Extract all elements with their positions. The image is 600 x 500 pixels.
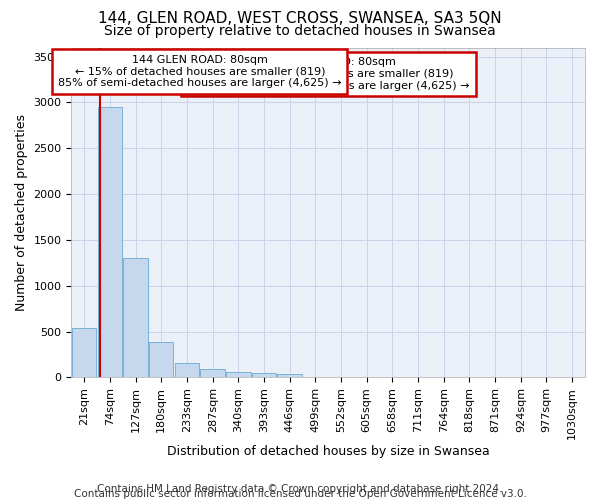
Y-axis label: Number of detached properties: Number of detached properties	[15, 114, 28, 311]
Text: 144, GLEN ROAD, WEST CROSS, SWANSEA, SA3 5QN: 144, GLEN ROAD, WEST CROSS, SWANSEA, SA3…	[98, 11, 502, 26]
Bar	[226, 372, 251, 378]
Bar	[200, 369, 225, 378]
Text: Contains public sector information licensed under the Open Government Licence v3: Contains public sector information licen…	[74, 489, 526, 499]
Text: Size of property relative to detached houses in Swansea: Size of property relative to detached ho…	[104, 24, 496, 38]
Text: 144 GLEN ROAD: 80sqm
← 15% of detached houses are smaller (819)
85% of semi-deta: 144 GLEN ROAD: 80sqm ← 15% of detached h…	[58, 55, 341, 88]
Bar	[149, 342, 173, 378]
Text: Contains HM Land Registry data © Crown copyright and database right 2024.: Contains HM Land Registry data © Crown c…	[97, 484, 503, 494]
X-axis label: Distribution of detached houses by size in Swansea: Distribution of detached houses by size …	[167, 444, 490, 458]
Bar	[252, 373, 276, 378]
Bar	[72, 328, 97, 378]
Bar	[124, 258, 148, 378]
Bar	[175, 363, 199, 378]
Bar	[277, 374, 302, 378]
Text: 144 GLEN ROAD: 80sqm
← 15% of detached houses are smaller (819)
85% of semi-deta: 144 GLEN ROAD: 80sqm ← 15% of detached h…	[187, 58, 470, 90]
Bar	[98, 107, 122, 378]
